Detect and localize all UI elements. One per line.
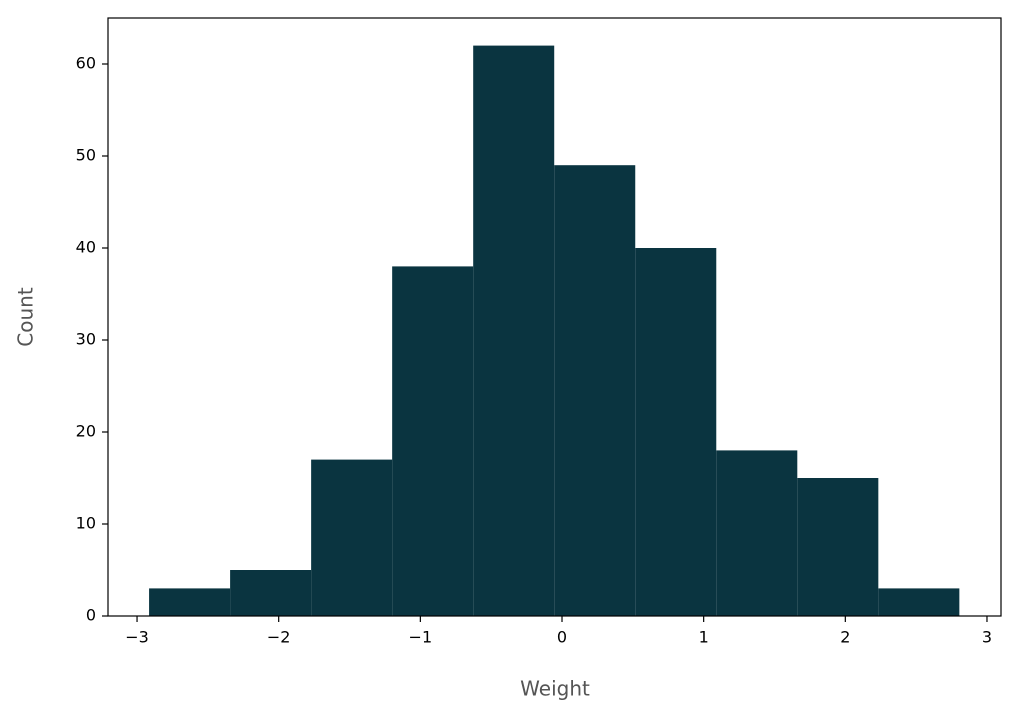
bar: [311, 459, 393, 616]
x-tick-label: 1: [699, 628, 709, 647]
bar: [554, 165, 636, 616]
x-tick-label: 3: [982, 628, 992, 647]
y-tick-label: 50: [76, 146, 96, 165]
bar: [473, 45, 555, 617]
x-axis-title: Weight: [520, 677, 590, 701]
y-tick-label: 40: [76, 238, 96, 257]
bar: [392, 266, 474, 616]
bar: [635, 248, 717, 616]
bar: [878, 588, 960, 616]
x-tick-label: 0: [557, 628, 567, 647]
x-tick-label: −2: [267, 628, 291, 647]
x-tick-label: 2: [840, 628, 850, 647]
y-tick-label: 20: [76, 422, 96, 441]
bar: [797, 478, 879, 616]
y-tick-label: 30: [76, 330, 96, 349]
y-tick-label: 60: [76, 54, 96, 73]
x-tick-label: −3: [125, 628, 149, 647]
bar: [230, 570, 312, 616]
y-axis-title: Count: [14, 287, 38, 347]
y-tick-label: 0: [86, 606, 96, 625]
x-tick-label: −1: [409, 628, 433, 647]
bar: [716, 450, 798, 616]
y-tick-label: 10: [76, 514, 96, 533]
bar: [149, 588, 231, 616]
plot-frame: [107, 17, 1002, 617]
